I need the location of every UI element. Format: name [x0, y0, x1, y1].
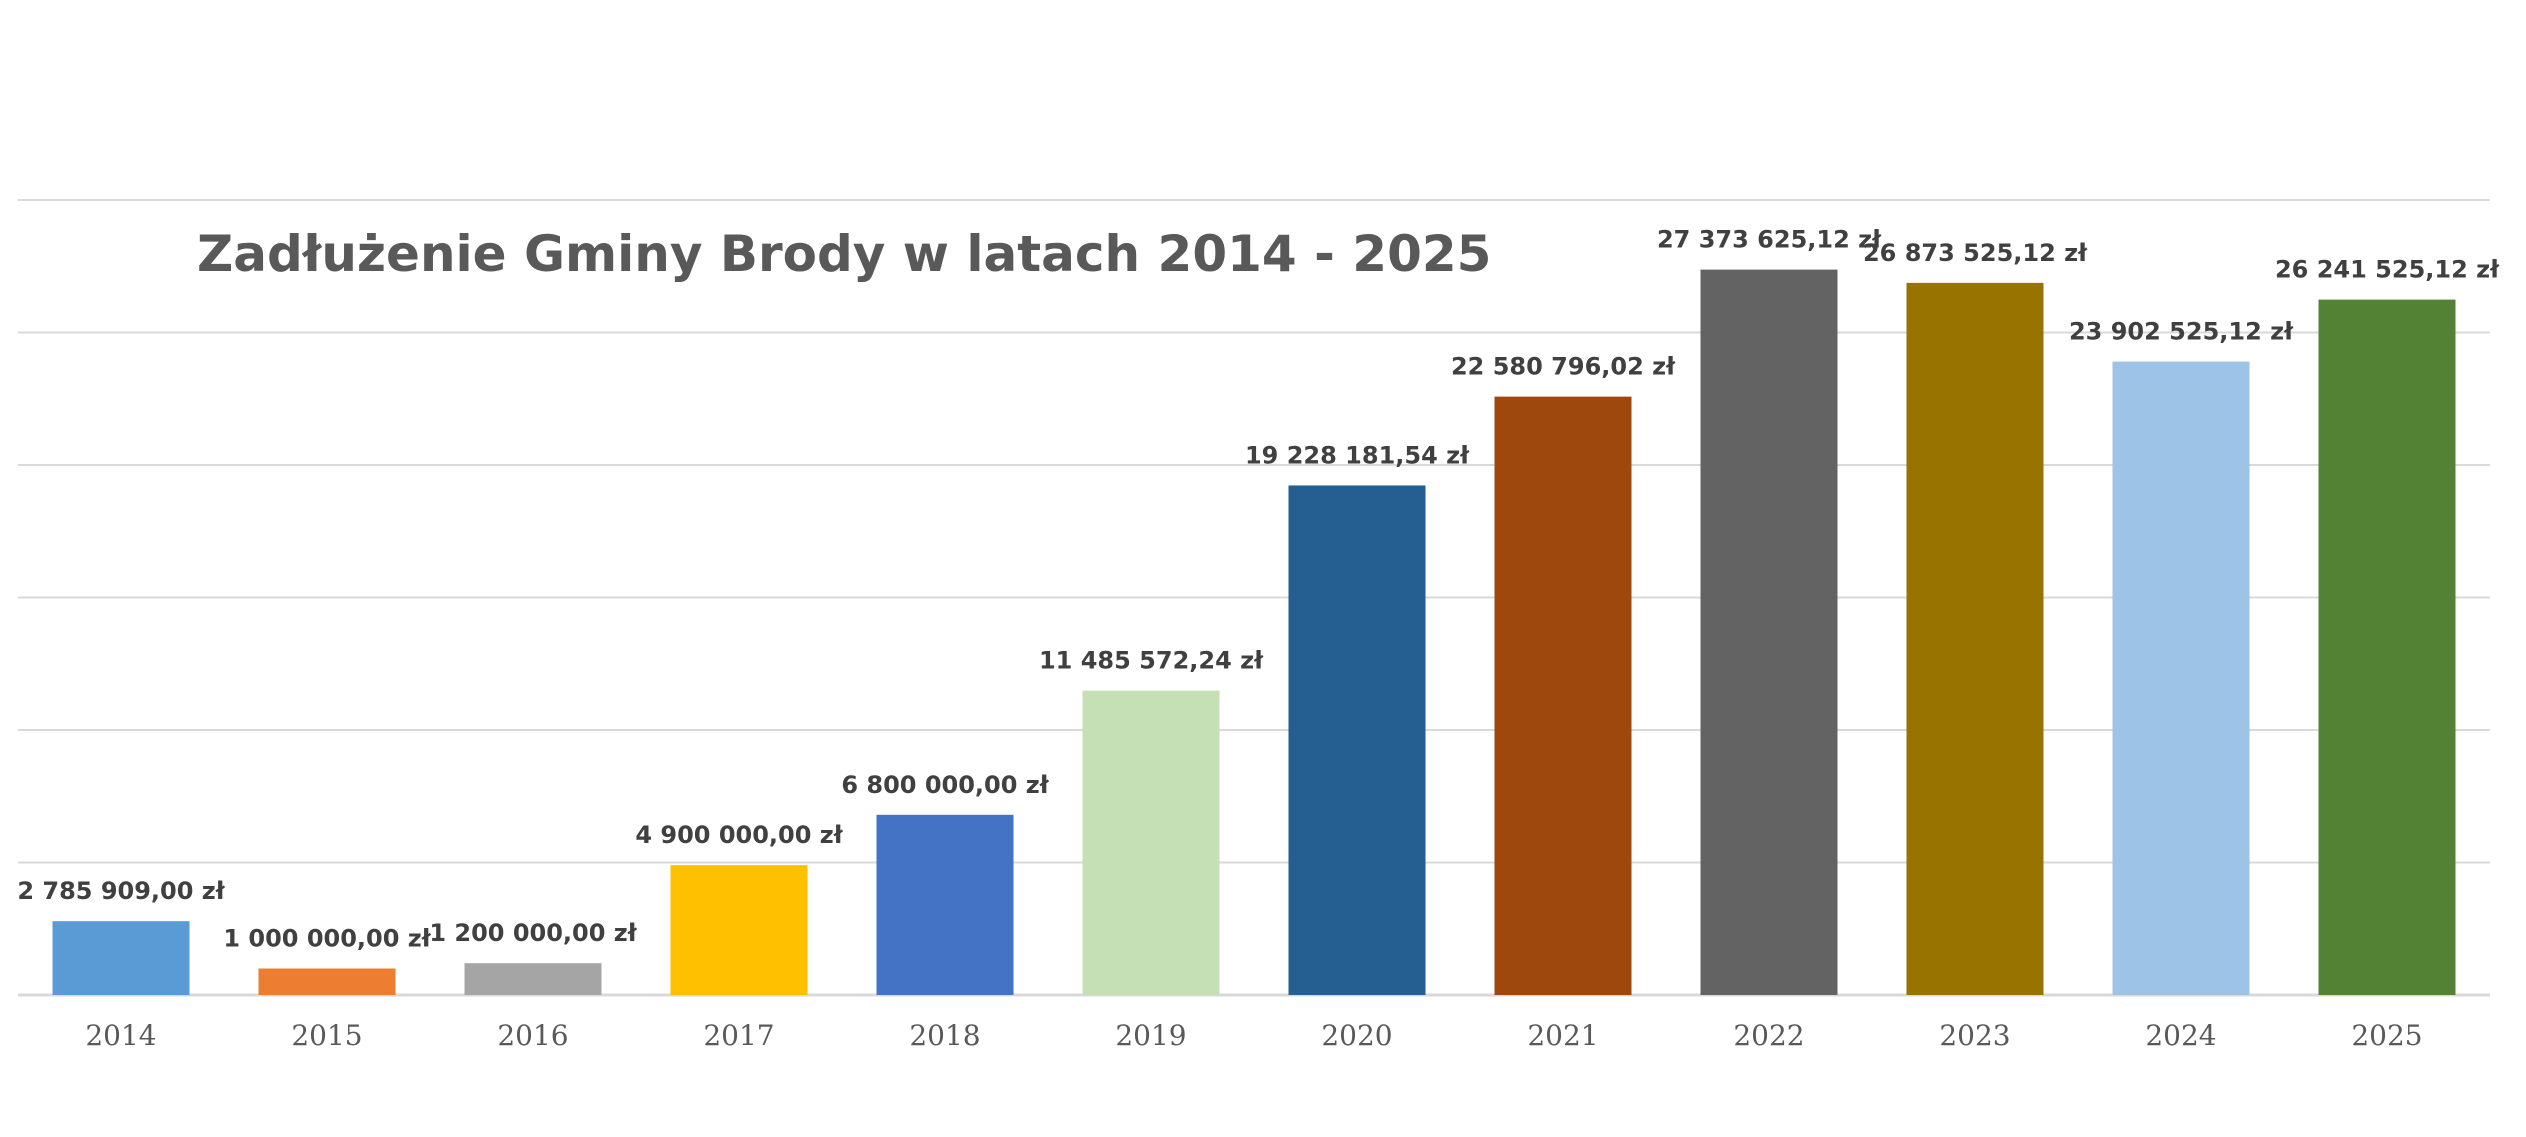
tick-label-2014: 2014	[85, 1019, 156, 1052]
bar-2024	[2112, 361, 2250, 995]
data-label-2025: 26 241 525,12 zł	[2275, 256, 2500, 284]
x-axis-tick-labels: 2014 2015 2016 2017 2018 2019 2020 2021 2022 2023…	[85, 1019, 2422, 1052]
tick-label-2019: 2019	[1115, 1019, 1186, 1052]
tick-label-2020: 2020	[1321, 1019, 1392, 1052]
tick-label-2025: 2025	[2351, 1019, 2422, 1052]
tick-label-2017: 2017	[703, 1019, 774, 1052]
tick-label-2018: 2018	[909, 1019, 980, 1052]
chart-title: Zadłużenie Gminy Brody w latach 2014 - 2…	[197, 225, 1492, 283]
bar-2015	[258, 968, 396, 995]
gridlines	[18, 199, 2490, 997]
data-label-2017: 4 900 000,00 zł	[635, 821, 843, 849]
data-label-2018: 6 800 000,00 zł	[841, 771, 1049, 799]
data-label-2023: 26 873 525,12 zł	[1863, 239, 2088, 267]
bar-2018	[876, 814, 1014, 995]
bar-2020	[1288, 485, 1426, 995]
bar-2014	[52, 921, 190, 995]
tick-label-2024: 2024	[2145, 1019, 2216, 1052]
data-label-2020: 19 228 181,54 zł	[1245, 441, 1470, 469]
tick-label-2023: 2023	[1939, 1019, 2010, 1052]
data-labels: 2 785 909,00 zł 1 000 000,00 zł1 200 000,…	[17, 226, 2500, 953]
bars	[52, 269, 2456, 996]
bar-2023	[1906, 282, 2044, 996]
bar-2022	[1700, 269, 1838, 995]
tick-label-2015: 2015	[291, 1019, 362, 1052]
tick-label-2021: 2021	[1527, 1019, 1598, 1052]
data-label-2016: 1 200 000,00 zł	[429, 919, 637, 947]
data-label-2022: 27 373 625,12 zł	[1657, 226, 1882, 254]
data-label-2015: 1 000 000,00 zł	[223, 925, 431, 953]
data-label-2021: 22 580 796,02 zł	[1451, 353, 1676, 381]
bar-2025	[2318, 299, 2456, 995]
data-label-2019: 11 485 572,24 zł	[1039, 647, 1264, 675]
data-label-2024: 23 902 525,12 zł	[2069, 318, 2294, 346]
bar-2016	[464, 963, 602, 995]
bar-2019	[1082, 690, 1220, 995]
bar-2017	[670, 865, 808, 995]
bar-2021	[1494, 396, 1632, 996]
tick-label-2016: 2016	[497, 1019, 568, 1052]
tick-label-2022: 2022	[1733, 1019, 1804, 1052]
data-label-2014: 2 785 909,00 zł	[17, 877, 225, 905]
